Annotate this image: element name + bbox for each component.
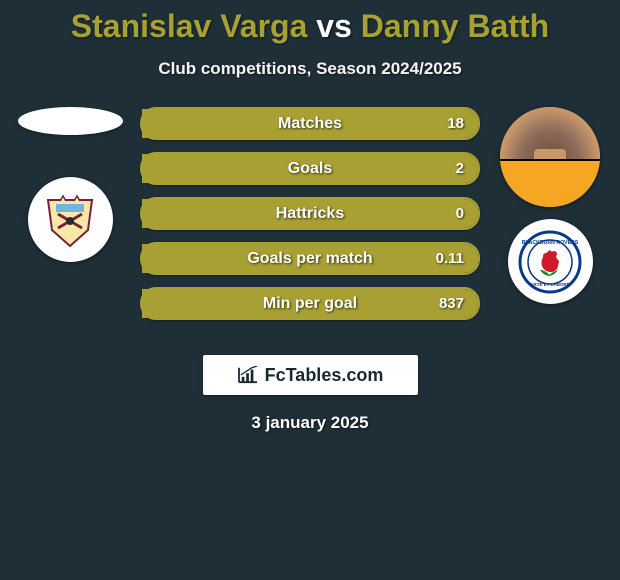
stat-label: Hattricks xyxy=(142,199,478,228)
title-player2: Danny Batth xyxy=(361,8,549,44)
stat-value-right: 18 xyxy=(447,109,464,138)
subtitle: Club competitions, Season 2024/2025 xyxy=(0,59,620,79)
title-vs: vs xyxy=(316,8,352,44)
brand-text: FcTables.com xyxy=(265,365,384,386)
stat-bars: Matches18 Goals2 Hattricks0 Goals per match… xyxy=(140,107,480,332)
stat-label: Goals xyxy=(142,154,478,183)
stat-row: Goals2 xyxy=(140,152,480,185)
stat-label: Min per goal xyxy=(142,289,478,318)
comparison-content: BLACKBURN ROVERS ARTE ET LABORE Matches1… xyxy=(0,107,620,347)
player1-photo-placeholder xyxy=(18,107,123,135)
stat-value-right: 0.11 xyxy=(436,244,464,273)
blackburn-crest-icon: BLACKBURN ROVERS ARTE ET LABORE xyxy=(518,230,582,294)
player2-photo xyxy=(500,107,600,207)
svg-text:ARTE ET LABORE: ARTE ET LABORE xyxy=(530,282,570,287)
date-text: 3 january 2025 xyxy=(0,413,620,433)
stat-value-right: 837 xyxy=(439,289,464,318)
stat-row: Matches18 xyxy=(140,107,480,140)
left-player-column xyxy=(10,107,130,347)
svg-text:BLACKBURN ROVERS: BLACKBURN ROVERS xyxy=(522,240,579,246)
page-title: Stanislav Varga vs Danny Batth xyxy=(0,0,620,45)
stat-value-right: 0 xyxy=(456,199,464,228)
burnley-crest-icon xyxy=(38,188,102,252)
title-player1: Stanislav Varga xyxy=(71,8,308,44)
stat-label: Matches xyxy=(142,109,478,138)
stat-row: Min per goal837 xyxy=(140,287,480,320)
chart-icon xyxy=(237,366,259,384)
player1-club-crest xyxy=(28,177,113,262)
right-player-column: BLACKBURN ROVERS ARTE ET LABORE xyxy=(490,107,610,347)
stat-row: Goals per match0.11 xyxy=(140,242,480,275)
brand-box: FcTables.com xyxy=(203,355,418,395)
stat-row: Hattricks0 xyxy=(140,197,480,230)
stat-label: Goals per match xyxy=(142,244,478,273)
player2-club-crest: BLACKBURN ROVERS ARTE ET LABORE xyxy=(508,219,593,304)
stat-value-right: 2 xyxy=(456,154,464,183)
